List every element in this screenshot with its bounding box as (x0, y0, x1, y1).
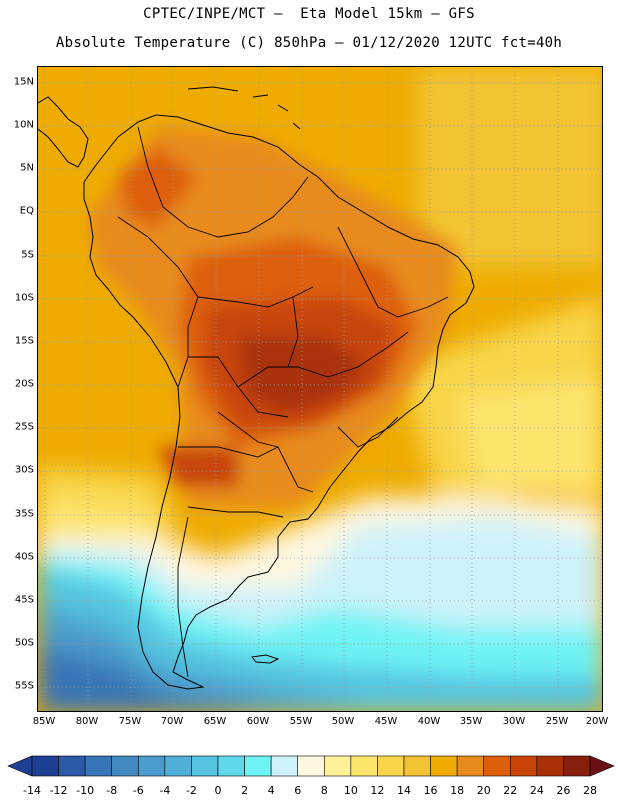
lon-label-65w: 65W (203, 716, 227, 727)
lat-label-eq: EQ (19, 205, 34, 217)
lon-label-25w: 25W (545, 716, 569, 727)
colorbar-cell (244, 755, 272, 777)
colorbar-label: 0 (214, 784, 222, 797)
colorbar-cell (297, 755, 325, 777)
colorbar-label: 18 (450, 784, 465, 797)
colorbar-label: -6 (132, 784, 144, 797)
colorbar-label: -12 (49, 784, 68, 797)
lat-label-5n: 5N (20, 162, 34, 174)
colorbar-label: 2 (241, 784, 249, 797)
colorbar-arrow-low (7, 755, 33, 777)
colorbar-arrow-high (589, 755, 615, 777)
map-svg (38, 67, 602, 711)
colorbar-cell (483, 755, 511, 777)
colorbar-label: 22 (503, 784, 518, 797)
colorbar-cell (58, 755, 86, 777)
lat-label-20s: 20S (14, 378, 34, 390)
colorbar-cell (191, 755, 219, 777)
lon-label-60w: 60W (246, 716, 270, 727)
colorbar-cell (509, 755, 538, 777)
colorbar-label: -8 (106, 784, 118, 797)
colorbar-cell (111, 755, 139, 777)
lon-label-30w: 30W (502, 716, 526, 727)
lat-label-35s: 35S (14, 508, 34, 520)
colorbar-cell (403, 755, 431, 777)
colorbar-cell (563, 755, 591, 777)
colorbar-cell (31, 755, 59, 777)
colorbar-cell (164, 755, 192, 777)
country-borders (117, 126, 449, 678)
lon-label-75w: 75W (118, 716, 142, 727)
colorbar (7, 755, 615, 777)
colorbar-label: 14 (397, 784, 411, 797)
colorbar-label: 28 (583, 784, 597, 797)
colorbar-cell (430, 755, 458, 777)
lat-label-40s: 40S (14, 551, 34, 563)
lat-label-25s: 25S (14, 421, 34, 433)
lon-label-55w: 55W (289, 716, 313, 727)
title-line-2: Absolute Temperature (C) 850hPa — 01/12/… (55, 35, 563, 51)
lon-label-80w: 80W (75, 716, 99, 727)
temperature-map (37, 66, 603, 712)
field-colombia-warm (118, 147, 198, 227)
field-sw-lightyellow (38, 497, 158, 542)
falkland-islands (251, 654, 280, 664)
colorbar-label: 8 (320, 784, 328, 797)
colorbar-label: 20 (476, 784, 491, 797)
lat-label-5s: 5S (21, 249, 34, 261)
lat-label-10s: 10S (14, 292, 34, 304)
colorbar-label: 16 (423, 784, 438, 797)
colorbar-label: 4 (267, 784, 275, 797)
field-ne-gold (418, 67, 602, 267)
field-east-lightyellow (458, 377, 602, 497)
lon-label-70w: 70W (160, 716, 184, 727)
colorbar-label: -10 (76, 784, 95, 797)
lon-label-35w: 35W (459, 716, 483, 727)
lat-label-55s: 55S (14, 680, 34, 692)
colorbar-label: 24 (529, 784, 544, 797)
lon-label-40w: 40W (417, 716, 441, 727)
lon-label-45w: 45W (374, 716, 398, 727)
caribbean-islands (187, 86, 301, 130)
colorbar-label: 10 (343, 784, 358, 797)
colorbar-cell (323, 755, 352, 777)
colorbar-label: 12 (370, 784, 385, 797)
lon-label-20w: 20W (585, 716, 609, 727)
colorbar-cell (350, 755, 378, 777)
central-america-coastline (38, 96, 89, 168)
south-america-coastline (83, 114, 475, 690)
colorbar-label: 6 (294, 784, 302, 797)
colorbar-cell (456, 755, 485, 777)
colorbar-label: -4 (159, 784, 171, 797)
colorbar-label: -2 (185, 784, 197, 797)
colorbar-cell (84, 755, 113, 777)
field-brazil-core (238, 337, 368, 412)
colorbar-label: 26 (556, 784, 571, 797)
colorbar-label: -14 (23, 784, 41, 797)
lon-label-50w: 50W (331, 716, 355, 727)
lat-label-50s: 50S (14, 637, 34, 649)
lat-label-45s: 45S (14, 594, 34, 606)
lat-label-15n: 15N (13, 76, 34, 88)
field-deep-blue (38, 647, 247, 711)
lat-label-10n: 10N (13, 119, 34, 131)
lon-label-85w: 85W (32, 716, 56, 727)
colorbar-cell (137, 755, 166, 777)
lat-label-15s: 15S (14, 335, 34, 347)
colorbar-cell (270, 755, 299, 777)
colorbar-cell (217, 755, 245, 777)
field-argentina-hot (158, 447, 238, 487)
colorbar-cell (536, 755, 564, 777)
lat-label-30s: 30S (14, 464, 34, 476)
colorbar-cell (377, 755, 405, 777)
title-line-1: CPTEC/INPE/MCT — Eta Model 15km — GFS (143, 6, 475, 22)
